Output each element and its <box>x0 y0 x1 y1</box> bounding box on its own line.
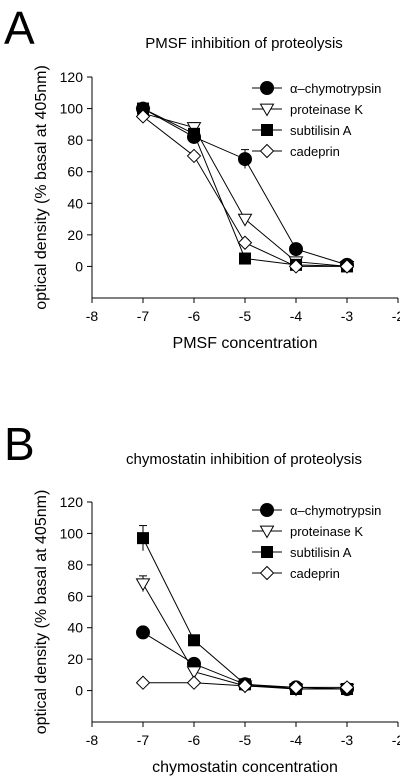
y-tick-label: 0 <box>75 258 83 274</box>
y-tick-label: 120 <box>60 494 84 510</box>
data-point <box>339 680 355 695</box>
chart-title: chymostatin inhibition of proteolysis <box>126 451 362 468</box>
legend-label: α–chymotrypsin <box>290 503 381 518</box>
x-tick-label: -4 <box>290 308 303 324</box>
data-point <box>137 532 149 545</box>
data-point <box>237 235 253 250</box>
data-point <box>288 680 304 695</box>
x-tick-label: -7 <box>137 732 150 748</box>
data-point <box>135 578 151 592</box>
legend: α–chymotrypsin proteinase K subtilisin A ca… <box>252 81 381 159</box>
data-point <box>288 259 304 274</box>
y-axis-label: optical density (% basal at 405nm) <box>33 65 50 310</box>
y-tick-label: 20 <box>67 651 83 667</box>
data-point <box>289 242 303 257</box>
x-tick-label: -8 <box>86 732 99 748</box>
y-tick-label: 80 <box>67 557 83 573</box>
x-axis-label: PMSF concentration <box>173 335 318 352</box>
data-point <box>188 127 200 140</box>
legend-marker <box>259 143 275 159</box>
legend-label: proteinase K <box>290 524 363 539</box>
y-tick-label: 120 <box>60 69 84 85</box>
data-point <box>239 252 251 265</box>
x-tick-label: -5 <box>239 732 252 748</box>
x-tick-label: -6 <box>188 308 201 324</box>
chart-panel-a: A PMSF inhibition of proteolysis 0 20 40 60 80… <box>4 2 400 352</box>
y-tick-label: 100 <box>60 101 84 117</box>
y-tick-label: 0 <box>75 683 83 699</box>
panel-letter: A <box>4 2 35 54</box>
chart-title: PMSF inhibition of proteolysis <box>145 35 343 52</box>
x-tick-label: -2 <box>392 732 400 748</box>
data-point <box>186 675 202 690</box>
legend-label: cadeprin <box>290 566 340 581</box>
series-line <box>142 537 347 690</box>
legend-label: subtilisin A <box>290 123 352 138</box>
legend-label: cadeprin <box>290 144 340 159</box>
legend-marker <box>259 525 275 539</box>
x-tick-label: -3 <box>341 732 354 748</box>
data-point <box>186 148 202 164</box>
legend-marker <box>261 546 273 558</box>
panel-letter: B <box>4 418 35 470</box>
chart-a-svg: A PMSF inhibition of proteolysis 0 20 40 60 80… <box>4 2 400 352</box>
y-tick-label: 80 <box>67 132 83 148</box>
series-4-markers <box>135 109 355 274</box>
x-tick-label: -3 <box>341 308 354 324</box>
y-tick-label: 60 <box>67 588 83 604</box>
y-tick-label: 40 <box>67 195 83 211</box>
x-axis-label: chymostatin concentration <box>152 759 338 776</box>
x-tick-label: -5 <box>239 308 252 324</box>
legend-marker <box>261 124 273 136</box>
y-tick-label: 40 <box>67 620 83 636</box>
x-tick-label: -6 <box>188 732 201 748</box>
data-point <box>186 666 202 680</box>
data-point <box>135 109 151 124</box>
x-tick-label: -2 <box>392 308 400 324</box>
data-point <box>237 678 253 694</box>
legend-marker <box>259 103 275 117</box>
y-axis-label: optical density (% basal at 405nm) <box>33 490 50 735</box>
x-tick-label: -7 <box>137 308 150 324</box>
legend-marker <box>259 565 275 581</box>
legend-label: subtilisin A <box>290 545 352 560</box>
legend-marker <box>260 503 274 517</box>
x-tick-label: -8 <box>86 308 99 324</box>
y-tick-label: 20 <box>67 227 83 243</box>
data-point <box>339 259 355 274</box>
data-point <box>238 152 252 167</box>
data-point <box>237 213 253 227</box>
data-point <box>188 634 200 647</box>
y-tick-label: 100 <box>60 525 84 541</box>
data-point <box>135 675 151 690</box>
data-point <box>136 625 150 640</box>
legend: α–chymotrypsin proteinase K subtilisin A ca… <box>252 503 381 581</box>
legend-label: proteinase K <box>290 102 363 117</box>
legend-marker <box>260 81 274 95</box>
series-4-markers <box>135 675 355 695</box>
legend-label: α–chymotrypsin <box>290 81 381 96</box>
y-tick-label: 60 <box>67 164 83 180</box>
x-tick-label: -4 <box>290 732 303 748</box>
